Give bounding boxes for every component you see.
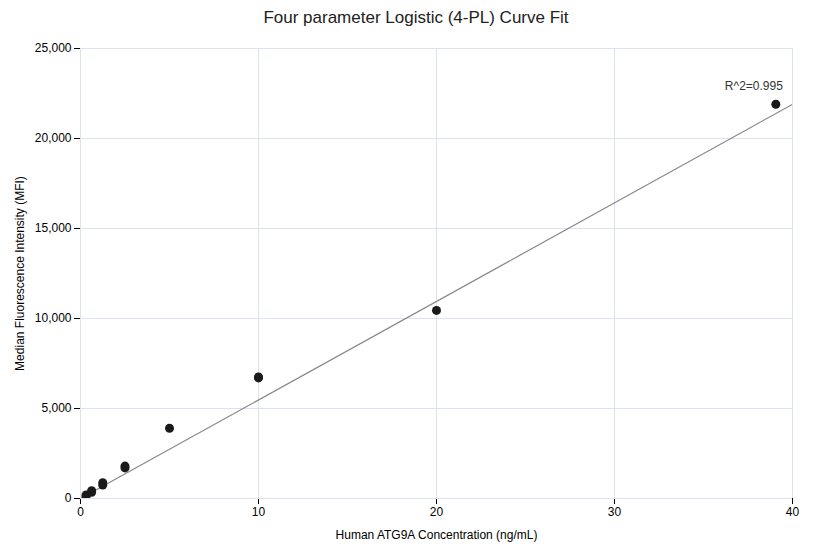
svg-text:R^2=0.995: R^2=0.995: [725, 79, 783, 93]
svg-text:15,000: 15,000: [35, 221, 72, 235]
html-text:Four parameter Logistic (4-PL): Four parameter Logistic (4-PL) Curve Fit: [263, 8, 569, 27]
svg-text:20,000: 20,000: [35, 131, 72, 145]
svg-text:10,000: 10,000: [35, 311, 72, 325]
svg-text:Median Fluorescence Intensity: Median Fluorescence Intensity (MFI): [13, 176, 27, 371]
svg-text:5,000: 5,000: [41, 401, 71, 415]
svg-text:30: 30: [608, 505, 622, 519]
svg-text:10: 10: [252, 505, 266, 519]
svg-text:0: 0: [65, 491, 72, 505]
svg-text:25,000: 25,000: [35, 41, 72, 55]
svg-text:40: 40: [786, 505, 800, 519]
svg-text:Human ATG9A Concentration (ng/: Human ATG9A Concentration (ng/mL): [336, 528, 538, 542]
svg-text:0: 0: [77, 505, 84, 519]
svg-text:20: 20: [430, 505, 444, 519]
